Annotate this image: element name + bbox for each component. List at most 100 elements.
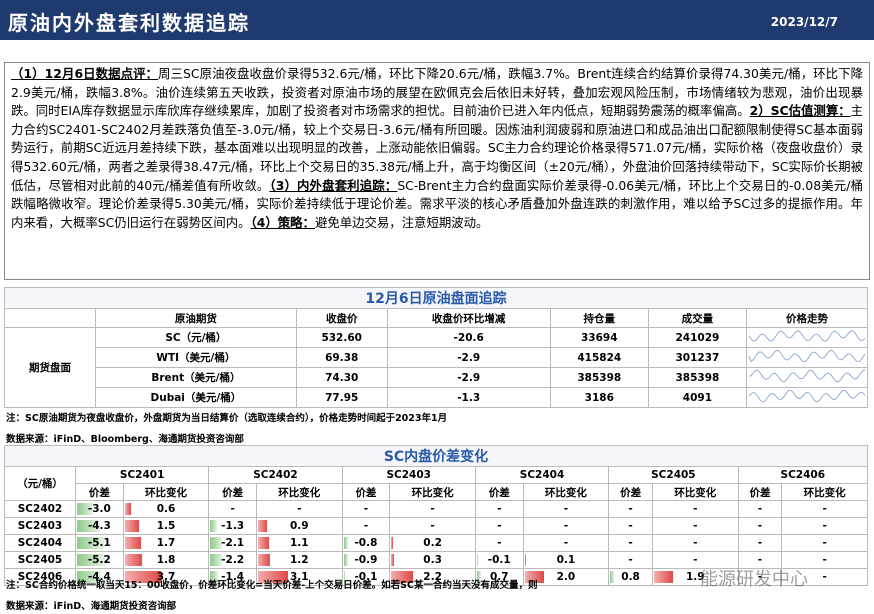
cell: 532.60 xyxy=(295,327,388,348)
commentary: （1）12月6日数据点评：周三SC原油夜盘收盘价录得532.6元/桶，环比下降2… xyxy=(4,62,870,280)
cell-value: -0.1 xyxy=(354,571,378,583)
cell: WTI（美元/桶） xyxy=(95,347,297,368)
note: 注：SC原油期货为夜盘收盘价，外盘期货为当日结算价（选取连续合约），价格走势时间… xyxy=(6,413,448,424)
cell-value: - xyxy=(563,503,569,515)
header: 原油内外盘套利数据追踪 2023/12/7 xyxy=(0,0,874,40)
cell: - xyxy=(781,500,868,518)
column-header: 持仓量 xyxy=(549,308,649,328)
row: 原油期货 收盘价 收盘价环比增减 持仓量 成交量 价格走势 xyxy=(4,308,868,328)
column-header: 原油期货 xyxy=(95,308,297,328)
data-bar xyxy=(124,503,131,515)
data-bar xyxy=(124,520,140,532)
cell-value: 0.2 xyxy=(423,537,442,549)
column-header: SC2401 xyxy=(74,466,210,484)
cell-value: 0.1 xyxy=(556,554,576,566)
cell: - xyxy=(651,517,739,535)
data-bar xyxy=(258,537,269,549)
cell: 0.6 xyxy=(122,500,210,518)
column-header: 收盘价 xyxy=(295,308,388,328)
row: 价差 环比变化 价差 环比变化 价差 环比变化 价差 环比变化 价差 环比变化 价差 环比变化 xyxy=(5,483,868,501)
cell-value: 0.6 xyxy=(156,503,176,515)
cell: - xyxy=(737,500,783,518)
cell: -0.1 xyxy=(341,568,391,586)
data-bar xyxy=(653,571,673,583)
cell-value: - xyxy=(822,520,827,532)
cell: - xyxy=(608,517,653,535)
cell: 1.9 xyxy=(651,568,739,586)
cell: 1.2 xyxy=(256,551,343,569)
cell-value: - xyxy=(757,571,763,583)
data-bar xyxy=(476,554,478,566)
row-label: SC2403 xyxy=(4,517,76,535)
cell: Dubai（美元/桶） xyxy=(95,387,297,408)
cell: 1.5 xyxy=(122,517,210,535)
data-bar xyxy=(610,571,615,583)
cell: 69.38 xyxy=(295,347,388,368)
sparkline xyxy=(748,389,866,403)
cell: - xyxy=(522,517,610,535)
row-label: SC2405 xyxy=(4,551,76,569)
cell-value: 1.9 xyxy=(685,571,705,583)
cell-value: - xyxy=(363,503,369,515)
cell: 0.1 xyxy=(522,551,610,569)
cell: -1.3 xyxy=(208,517,257,535)
cell-value: - xyxy=(693,520,698,532)
column-header: SC2406 xyxy=(737,466,869,484)
sparkline-cell xyxy=(746,387,868,408)
column-header: SC2404 xyxy=(474,466,610,484)
data-bar xyxy=(391,537,394,549)
sparkline-cell xyxy=(746,367,868,388)
cell-value: 0.3 xyxy=(423,554,442,566)
cell: 0.9 xyxy=(256,517,343,535)
spread-table: SC内盘价差变化 （元/桶） SC2401 SC2402 SC2403 SC2404 SC2… xyxy=(4,445,869,586)
row-label: SC2402 xyxy=(4,500,76,518)
cell-value: 1.5 xyxy=(156,520,176,532)
sparkline xyxy=(748,330,866,342)
watermark: 能源研发中心 xyxy=(700,569,808,590)
row: 12月6日原油盘面追踪 xyxy=(4,287,868,309)
cell: -4.3 xyxy=(75,517,124,535)
cell: 0.2 xyxy=(389,534,476,552)
column-subheader: 价差 xyxy=(474,483,524,501)
cell-value: 2.2 xyxy=(423,571,442,583)
data-bar xyxy=(343,554,349,566)
cell-value: - xyxy=(693,503,698,515)
row-label: SC2406 xyxy=(4,568,76,586)
cell-value: -2.2 xyxy=(221,554,245,566)
cell-value: - xyxy=(757,554,763,566)
cell-value: 1.1 xyxy=(289,537,309,549)
cell-value: - xyxy=(693,554,698,566)
cell-value: - xyxy=(757,537,763,549)
table-title: 12月6日原油盘面追踪 xyxy=(4,287,868,309)
sparkline-cell xyxy=(746,327,868,348)
cell: - xyxy=(474,534,524,552)
cell: -2.1 xyxy=(208,534,257,552)
cell-value: 0.9 xyxy=(289,520,309,532)
cell-value: 3.7 xyxy=(156,571,176,583)
cell: - xyxy=(389,517,476,535)
cell-value: 1.8 xyxy=(156,554,176,566)
cell-value: - xyxy=(497,520,502,532)
cell-value: - xyxy=(822,571,827,583)
cell-value: - xyxy=(757,503,763,515)
cell: 385398 xyxy=(647,367,748,388)
cell: 2.0 xyxy=(522,568,610,586)
cell-value: 2.0 xyxy=(556,571,576,583)
column-subheader: 价差 xyxy=(341,483,391,501)
cell: 241029 xyxy=(647,327,748,348)
section-label: 2）SC估值测算： xyxy=(749,103,851,119)
unit: （元/桶） xyxy=(4,466,76,501)
data-bar xyxy=(124,571,161,583)
title: 原油内外盘套利数据追踪 xyxy=(8,11,250,35)
cell: 33694 xyxy=(549,327,649,348)
cell-value: -4.3 xyxy=(87,520,111,532)
cell: -2.9 xyxy=(386,347,551,368)
cell: - xyxy=(737,534,783,552)
data-bar xyxy=(210,554,223,566)
cell-value: -2.1 xyxy=(221,537,245,549)
cell: - xyxy=(608,551,653,569)
cell-value: - xyxy=(363,520,369,532)
cell-value: - xyxy=(563,520,569,532)
column-header: 成交量 xyxy=(647,308,748,328)
cell: 3186 xyxy=(549,387,649,408)
